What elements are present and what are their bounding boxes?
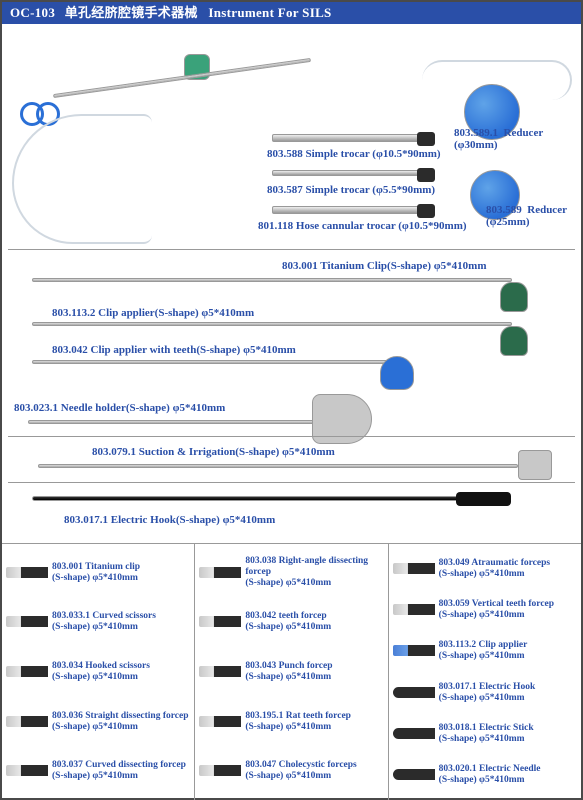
reducer-tubing: [422, 60, 572, 100]
catalog-item: 803.042 teeth forcep(S-shape) φ5*410mm: [197, 598, 385, 648]
label-reducer30: 803.589.1 Reducer(φ30mm): [454, 127, 543, 151]
catalog-item: 803.038 Right-angle dissecting forcep(S-…: [197, 548, 385, 598]
label-simple-trocar-55: 803.587 Simple trocar (φ5.5*90mm): [267, 184, 435, 196]
label-suction: 803.079.1 Suction & Irrigation(S-shape) …: [92, 446, 335, 458]
catalog-item: 803.017.1 Electric Hook(S-shape) φ5*410m…: [391, 672, 579, 713]
label-reducer25: 803.589 Reducer(φ25mm): [486, 204, 567, 228]
catalog-item: 803.195.1 Rat teeth forcep(S-shape) φ5*4…: [197, 697, 385, 747]
catalog-item: 803.059 Vertical teeth forcep(S-shape) φ…: [391, 589, 579, 630]
catalog-item: 803.047 Cholecystic forceps(S-shape) φ5*…: [197, 746, 385, 796]
forcep-tip-icon: [391, 677, 435, 709]
divider: [8, 249, 575, 250]
catalog-item-label: 803.043 Punch forcep(S-shape) φ5*410mm: [245, 661, 332, 683]
trocar-55-icon: [272, 170, 422, 176]
bottom-catalog-grid: 803.001 Titanium clip(S-shape) φ5*410mm 8…: [2, 544, 581, 800]
label-needle-holder: 803.023.1 Needle holder(S-shape) φ5*410m…: [14, 402, 225, 414]
label-titanium-clip: 803.001 Titanium Clip(S-shape) φ5*410mm: [282, 260, 486, 272]
catalog-item-label: 803.037 Curved dissecting forcep(S-shape…: [52, 760, 186, 782]
forcep-tip-icon: [4, 656, 48, 688]
suction-shaft: [38, 464, 518, 468]
catalog-item: 803.034 Hooked scissors(S-shape) φ5*410m…: [4, 647, 192, 697]
header-bar: OC-103 单孔经脐腔镜手术器械 Instrument For SILS: [2, 2, 581, 24]
catalog-item-label: 803.038 Right-angle dissecting forcep(S-…: [245, 556, 385, 589]
catalog-item: 803.049 Atraumatic forceps(S-shape) φ5*4…: [391, 548, 579, 589]
forcep-tip-icon: [391, 635, 435, 667]
trocar-105-icon: [272, 134, 422, 142]
suction-valve-icon: [518, 450, 552, 480]
catalog-item-label: 803.001 Titanium clip(S-shape) φ5*410mm: [52, 562, 140, 584]
forcep-tip-icon: [391, 759, 435, 791]
catalog-item-label: 803.020.1 Electric Needle(S-shape) φ5*41…: [439, 764, 541, 786]
titanium-clip-handle-icon: [500, 282, 528, 312]
electric-hook-shaft: [32, 496, 462, 501]
catalog-item: 803.033.1 Curved scissors(S-shape) φ5*41…: [4, 598, 192, 648]
catalog-item-label: 803.017.1 Electric Hook(S-shape) φ5*410m…: [439, 682, 536, 704]
forcep-tip-icon: [197, 557, 241, 589]
titanium-clip-shaft: [32, 278, 512, 282]
divider: [8, 482, 575, 483]
catalog-column-3: 803.049 Atraumatic forceps(S-shape) φ5*4…: [389, 544, 581, 800]
forcep-tip-icon: [197, 706, 241, 738]
catalog-item: 803.020.1 Electric Needle(S-shape) φ5*41…: [391, 755, 579, 796]
forcep-tip-icon: [197, 755, 241, 787]
header-code: OC-103: [10, 5, 55, 20]
catalog-item: 803.113.2 Clip applier(S-shape) φ5*410mm: [391, 631, 579, 672]
label-clip-applier: 803.113.2 Clip applier(S-shape) φ5*410mm: [52, 307, 254, 319]
forcep-tip-icon: [4, 706, 48, 738]
catalog-column-1: 803.001 Titanium clip(S-shape) φ5*410mm 8…: [2, 544, 195, 800]
catalog-item: 803.018.1 Electric Stick(S-shape) φ5*410…: [391, 713, 579, 754]
label-electric-hook-top: 803.017.1 Electric Hook(S-shape) φ5*410m…: [64, 514, 275, 526]
top-illustration-area: 803.589.1 Reducer(φ30mm) 803.588 Simple t…: [2, 24, 581, 544]
forcep-tip-icon: [391, 718, 435, 750]
catalog-item-label: 803.036 Straight dissecting forcep(S-sha…: [52, 711, 189, 733]
electric-hook-plug-icon: [456, 492, 511, 506]
forcep-tip-icon: [391, 553, 435, 585]
catalog-item-label: 803.049 Atraumatic forceps(S-shape) φ5*4…: [439, 558, 550, 580]
trocar-hose-icon: [272, 206, 422, 214]
catalog-item: 803.043 Punch forcep(S-shape) φ5*410mm: [197, 647, 385, 697]
scissor-handle-icon: [20, 84, 60, 124]
catalog-item-label: 803.034 Hooked scissors(S-shape) φ5*410m…: [52, 661, 150, 683]
catalog-item: 803.037 Curved dissecting forcep(S-shape…: [4, 746, 192, 796]
header-cn: 单孔经脐腔镜手术器械: [65, 5, 198, 20]
clip-applier-teeth-shaft: [32, 360, 392, 364]
divider: [8, 436, 575, 437]
catalog-item-label: 803.047 Cholecystic forceps(S-shape) φ5*…: [245, 760, 356, 782]
catalog-item-label: 803.042 teeth forcep(S-shape) φ5*410mm: [245, 611, 331, 633]
catalog-item: 803.036 Straight dissecting forcep(S-sha…: [4, 697, 192, 747]
clip-applier-teeth-handle-icon: [380, 356, 414, 390]
catalog-item-label: 803.195.1 Rat teeth forcep(S-shape) φ5*4…: [245, 711, 351, 733]
forcep-tip-icon: [4, 606, 48, 638]
header-en: Instrument For SILS: [208, 5, 331, 20]
catalog-item-label: 803.113.2 Clip applier(S-shape) φ5*410mm: [439, 640, 528, 662]
forcep-tip-icon: [4, 557, 48, 589]
forcep-tip-icon: [197, 606, 241, 638]
catalog-item-label: 803.059 Vertical teeth forcep(S-shape) φ…: [439, 599, 554, 621]
label-clip-applier-teeth: 803.042 Clip applier with teeth(S-shape)…: [52, 344, 296, 356]
catalog-column-2: 803.038 Right-angle dissecting forcep(S-…: [195, 544, 388, 800]
forcep-tip-icon: [391, 594, 435, 626]
flex-wire: [53, 58, 311, 98]
forcep-tip-icon: [197, 656, 241, 688]
clip-applier-handle-icon: [500, 326, 528, 356]
catalog-item-label: 803.018.1 Electric Stick(S-shape) φ5*410…: [439, 723, 534, 745]
tubing: [12, 114, 152, 244]
catalog-item: 803.001 Titanium clip(S-shape) φ5*410mm: [4, 548, 192, 598]
catalog-item-label: 803.033.1 Curved scissors(S-shape) φ5*41…: [52, 611, 156, 633]
label-simple-trocar-105: 803.588 Simple trocar (φ10.5*90mm): [267, 148, 441, 160]
forcep-tip-icon: [4, 755, 48, 787]
label-hose-cannular: 801.118 Hose cannular trocar (φ10.5*90mm…: [258, 220, 467, 232]
clip-applier-shaft: [32, 322, 512, 326]
needle-holder-shaft: [28, 420, 328, 424]
